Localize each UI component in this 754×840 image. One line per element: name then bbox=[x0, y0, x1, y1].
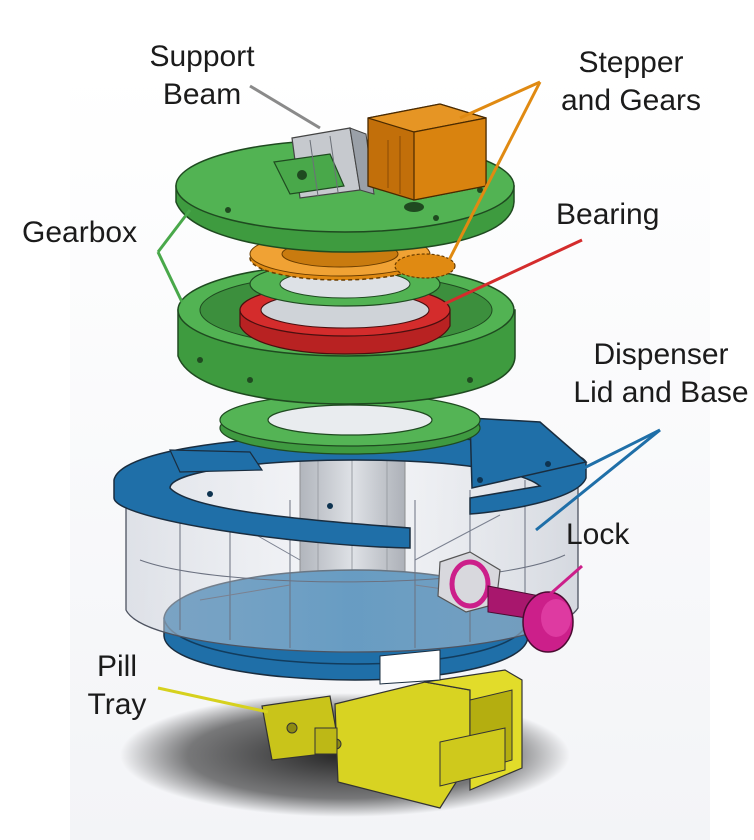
gearbox-label: Gearbox bbox=[22, 216, 138, 249]
support-beam-label: Support Beam bbox=[132, 38, 272, 114]
support-beam-label-line1: Support bbox=[149, 40, 255, 73]
dispenser-base-leader bbox=[535, 428, 661, 532]
pill-tray-label-line2: Tray bbox=[87, 688, 147, 721]
dispenser-lid-and-base-label: Dispenser Lid and Base bbox=[568, 336, 754, 412]
dispenser-label-line2: Lid and Base bbox=[573, 376, 749, 409]
lock-label: Lock bbox=[566, 518, 630, 551]
gears-leader bbox=[446, 81, 542, 263]
lock-leader bbox=[547, 564, 583, 598]
support-beam-leader bbox=[249, 84, 321, 130]
dispenser-lid-leader bbox=[579, 428, 661, 472]
stepper-and-gears-label-line2: and Gears bbox=[560, 84, 702, 117]
pill-tray bbox=[261, 669, 523, 809]
pill-tray-label: Pill Tray bbox=[72, 648, 162, 724]
dispenser-label-line1: Dispenser bbox=[593, 338, 729, 371]
gearbox-top-leader bbox=[156, 209, 192, 253]
stepper-motor bbox=[367, 103, 487, 201]
gearbox-lower-ring bbox=[219, 393, 481, 455]
lock bbox=[437, 551, 574, 653]
bearing-leader bbox=[439, 238, 583, 308]
support-beam-label-line2: Beam bbox=[162, 78, 242, 111]
stepper-leader bbox=[459, 80, 541, 120]
pill-tray-label-line1: Pill bbox=[96, 650, 137, 683]
stepper-and-gears-label: Stepper and Gears bbox=[546, 44, 716, 120]
stepper-and-gears-label-line1: Stepper bbox=[578, 46, 684, 79]
pill-tray-leader bbox=[157, 686, 269, 714]
support-beam bbox=[273, 127, 375, 199]
gearbox-bottom-leader bbox=[156, 251, 184, 303]
bearing-label: Bearing bbox=[556, 198, 660, 231]
